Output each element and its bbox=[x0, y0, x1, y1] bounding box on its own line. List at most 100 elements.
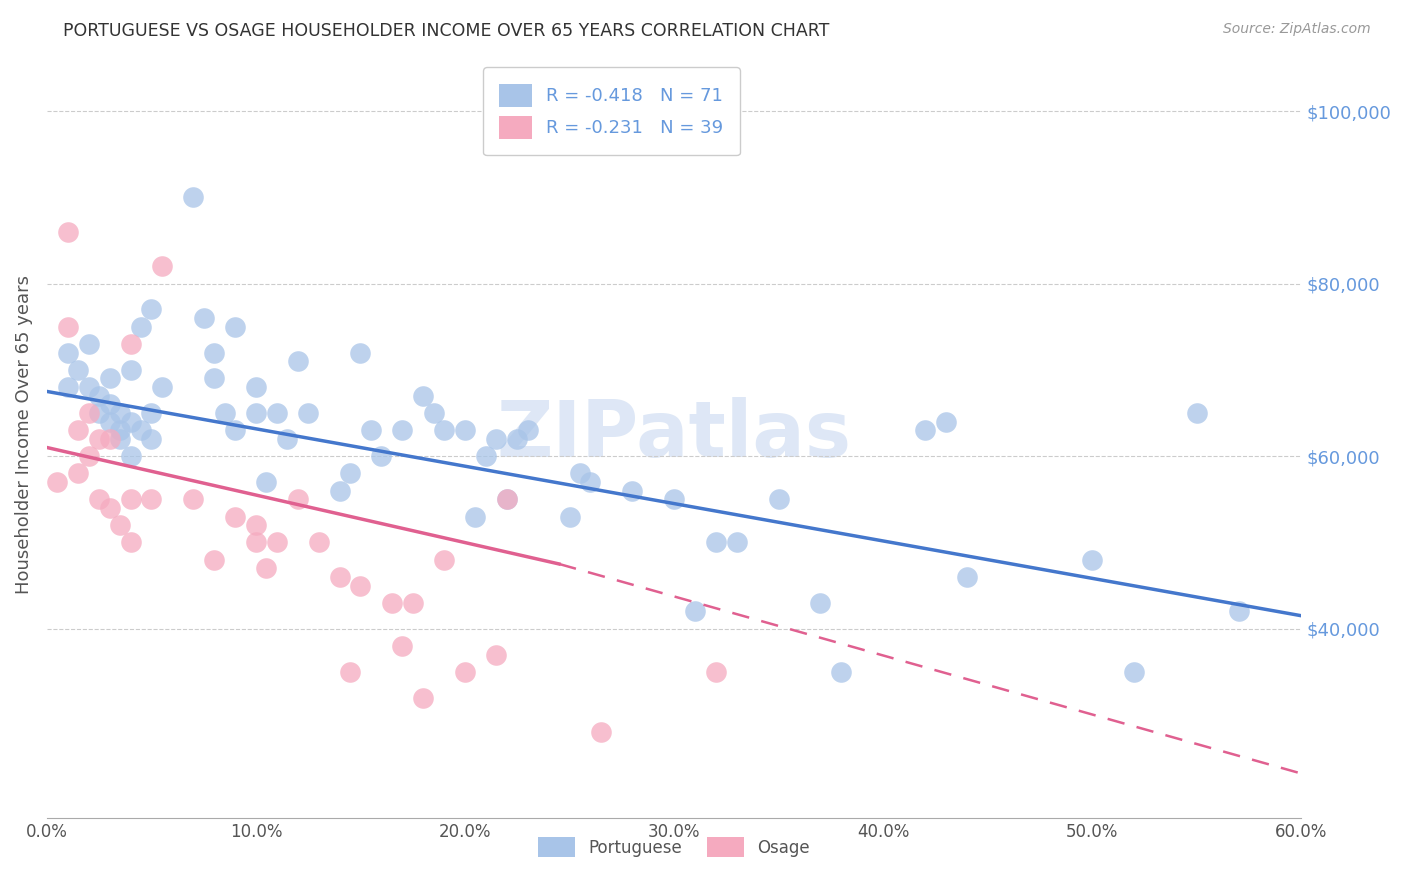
Point bbox=[506, 432, 529, 446]
Point bbox=[914, 423, 936, 437]
Point bbox=[98, 415, 121, 429]
Point bbox=[120, 492, 142, 507]
Point bbox=[120, 415, 142, 429]
Point bbox=[485, 432, 508, 446]
Point bbox=[956, 570, 979, 584]
Point bbox=[433, 423, 456, 437]
Point bbox=[56, 345, 79, 359]
Point bbox=[454, 665, 477, 679]
Legend: R = -0.418   N = 71, R = -0.231   N = 39: R = -0.418 N = 71, R = -0.231 N = 39 bbox=[484, 68, 740, 155]
Point bbox=[67, 467, 90, 481]
Point bbox=[349, 578, 371, 592]
Point bbox=[108, 432, 131, 446]
Point bbox=[108, 518, 131, 533]
Point bbox=[98, 397, 121, 411]
Point bbox=[412, 690, 434, 705]
Point bbox=[67, 363, 90, 377]
Point bbox=[391, 423, 413, 437]
Point bbox=[349, 345, 371, 359]
Point bbox=[266, 406, 288, 420]
Point bbox=[589, 725, 612, 739]
Point bbox=[120, 535, 142, 549]
Point bbox=[245, 535, 267, 549]
Point bbox=[98, 371, 121, 385]
Point bbox=[56, 380, 79, 394]
Point bbox=[454, 423, 477, 437]
Point bbox=[683, 604, 706, 618]
Point bbox=[621, 483, 644, 498]
Point bbox=[141, 302, 163, 317]
Point bbox=[129, 423, 152, 437]
Point bbox=[412, 389, 434, 403]
Point bbox=[704, 535, 727, 549]
Point bbox=[89, 492, 111, 507]
Point bbox=[464, 509, 486, 524]
Point bbox=[495, 492, 517, 507]
Point bbox=[56, 225, 79, 239]
Point bbox=[224, 509, 246, 524]
Point bbox=[725, 535, 748, 549]
Point bbox=[287, 492, 309, 507]
Point bbox=[181, 190, 204, 204]
Point bbox=[77, 337, 100, 351]
Point bbox=[329, 483, 352, 498]
Point bbox=[558, 509, 581, 524]
Point bbox=[495, 492, 517, 507]
Point bbox=[67, 423, 90, 437]
Point bbox=[245, 380, 267, 394]
Point bbox=[810, 596, 832, 610]
Point bbox=[475, 449, 498, 463]
Y-axis label: Householder Income Over 65 years: Householder Income Over 65 years bbox=[15, 275, 32, 594]
Point bbox=[381, 596, 404, 610]
Point bbox=[181, 492, 204, 507]
Point bbox=[339, 665, 361, 679]
Point bbox=[224, 319, 246, 334]
Point bbox=[202, 552, 225, 566]
Point bbox=[422, 406, 444, 420]
Point bbox=[297, 406, 319, 420]
Text: ZIPatlas: ZIPatlas bbox=[496, 397, 852, 473]
Point bbox=[56, 319, 79, 334]
Point bbox=[98, 432, 121, 446]
Point bbox=[120, 449, 142, 463]
Point bbox=[141, 406, 163, 420]
Point bbox=[120, 363, 142, 377]
Point bbox=[193, 311, 215, 326]
Point bbox=[254, 475, 277, 489]
Point bbox=[150, 260, 173, 274]
Point bbox=[202, 345, 225, 359]
Point bbox=[214, 406, 236, 420]
Point bbox=[162, 18, 184, 32]
Point bbox=[150, 380, 173, 394]
Point bbox=[129, 319, 152, 334]
Point bbox=[768, 492, 790, 507]
Point bbox=[308, 535, 330, 549]
Point bbox=[662, 492, 685, 507]
Point bbox=[77, 380, 100, 394]
Point bbox=[287, 354, 309, 368]
Point bbox=[360, 423, 382, 437]
Point bbox=[1081, 552, 1104, 566]
Point bbox=[329, 570, 352, 584]
Point bbox=[245, 406, 267, 420]
Point bbox=[77, 406, 100, 420]
Point bbox=[569, 467, 592, 481]
Point bbox=[77, 449, 100, 463]
Point bbox=[202, 371, 225, 385]
Point bbox=[1123, 665, 1146, 679]
Point bbox=[245, 518, 267, 533]
Point bbox=[224, 423, 246, 437]
Point bbox=[485, 648, 508, 662]
Point bbox=[704, 665, 727, 679]
Point bbox=[402, 596, 425, 610]
Point bbox=[254, 561, 277, 575]
Point bbox=[108, 423, 131, 437]
Point bbox=[141, 492, 163, 507]
Point bbox=[339, 467, 361, 481]
Text: Source: ZipAtlas.com: Source: ZipAtlas.com bbox=[1223, 22, 1371, 37]
Point bbox=[276, 432, 298, 446]
Point bbox=[370, 449, 392, 463]
Point bbox=[516, 423, 538, 437]
Point bbox=[120, 337, 142, 351]
Point bbox=[1227, 604, 1250, 618]
